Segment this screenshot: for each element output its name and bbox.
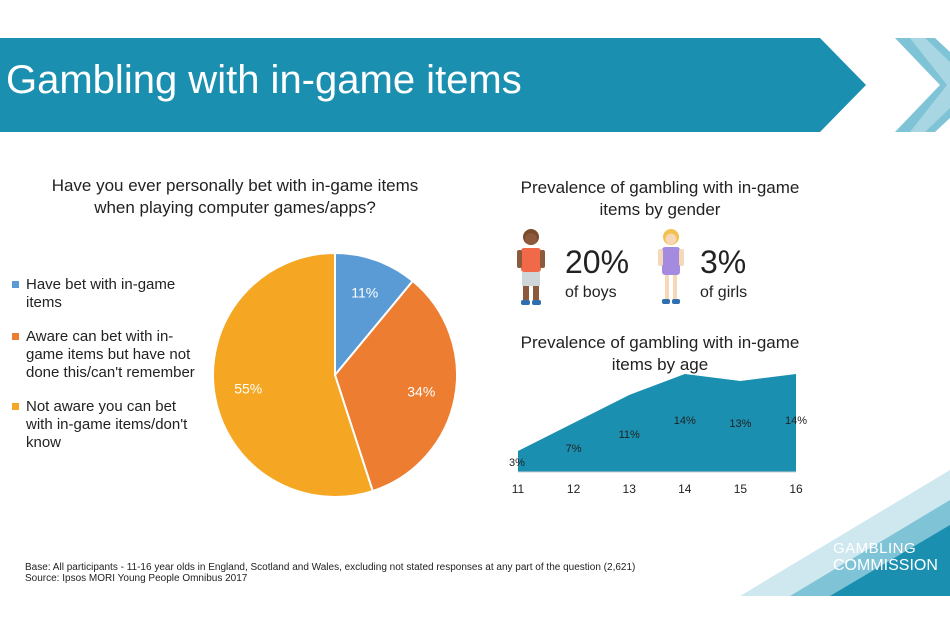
chevron-lighter: [910, 38, 950, 132]
gender-section-title: Prevalence of gambling with in-game item…: [520, 178, 800, 219]
pie-slice-0: [334, 251, 415, 378]
legend-swatch: [12, 281, 19, 288]
x-tick-label: 15: [734, 482, 748, 496]
girls-percentage: 3%: [700, 244, 747, 280]
pie-slice-1: [333, 279, 458, 493]
legend-item-have-bet: Have bet with in-game items: [12, 276, 197, 312]
age-value-label: 7%: [566, 443, 582, 455]
logo-line2: COMMISSION: [833, 557, 938, 574]
age-value-label: 14%: [785, 415, 807, 427]
legend-label: Have bet with in-game items: [26, 276, 176, 311]
age-value-label: 3%: [509, 457, 525, 469]
legend-swatch: [12, 333, 19, 340]
footer-base: Base: All participants - 11-16 year olds…: [25, 562, 636, 573]
boy-icon: [517, 229, 545, 305]
age-chart-title: Prevalence of gambling with in-game item…: [520, 333, 800, 374]
x-tick-label: 16: [789, 482, 803, 496]
legend-label: Aware can bet with in-game items but hav…: [26, 328, 195, 381]
x-tick-label: 14: [678, 482, 692, 496]
legend-item-aware: Aware can bet with in-game items but hav…: [12, 328, 197, 382]
pie-slice-2: [212, 251, 374, 498]
pie-slice-label-2: 55%: [234, 381, 262, 397]
pie-chart: 11% 34% 55%: [212, 251, 458, 498]
legend-label: Not aware you can bet with in-game items…: [26, 398, 188, 451]
boys-label: of boys: [565, 284, 617, 301]
chevron-light: [895, 38, 950, 132]
footer-source: Source: Ipsos MORI Young People Omnibus …: [25, 573, 248, 584]
age-area-chart: 3% 7% 11% 14% 13% 14% 11 12 13 14 15 16: [509, 374, 807, 496]
girls-label: of girls: [700, 284, 748, 301]
boys-percentage: 20%: [565, 244, 630, 280]
x-tick-label: 11: [512, 482, 525, 496]
x-tick-label: 13: [623, 482, 637, 496]
x-tick-label: 12: [567, 482, 581, 496]
pie-legend: Have bet with in-game items Aware can be…: [12, 276, 197, 468]
logo-line1: GAMBLING: [833, 540, 917, 557]
legend-item-not-aware: Not aware you can bet with in-game items…: [12, 398, 197, 452]
age-value-label: 11%: [619, 429, 640, 441]
header-banner: [0, 38, 866, 132]
pie-slice-label-1: 34%: [407, 383, 435, 399]
page-title: Gambling with in-game items: [6, 58, 522, 102]
girl-icon: [658, 229, 684, 304]
age-area: [518, 374, 796, 472]
banner-shape: [0, 38, 866, 132]
footer-notes: Base: All participants - 11-16 year olds…: [25, 562, 635, 584]
pie-chart-title: Have you ever personally bet with in-gam…: [51, 176, 419, 217]
pie-slice-label-0: 11%: [351, 284, 378, 300]
age-value-label: 13%: [729, 418, 751, 430]
age-value-label: 14%: [674, 415, 696, 427]
gambling-commission-logo: GAMBLING COMMISSION: [833, 540, 938, 574]
legend-swatch: [12, 403, 19, 410]
